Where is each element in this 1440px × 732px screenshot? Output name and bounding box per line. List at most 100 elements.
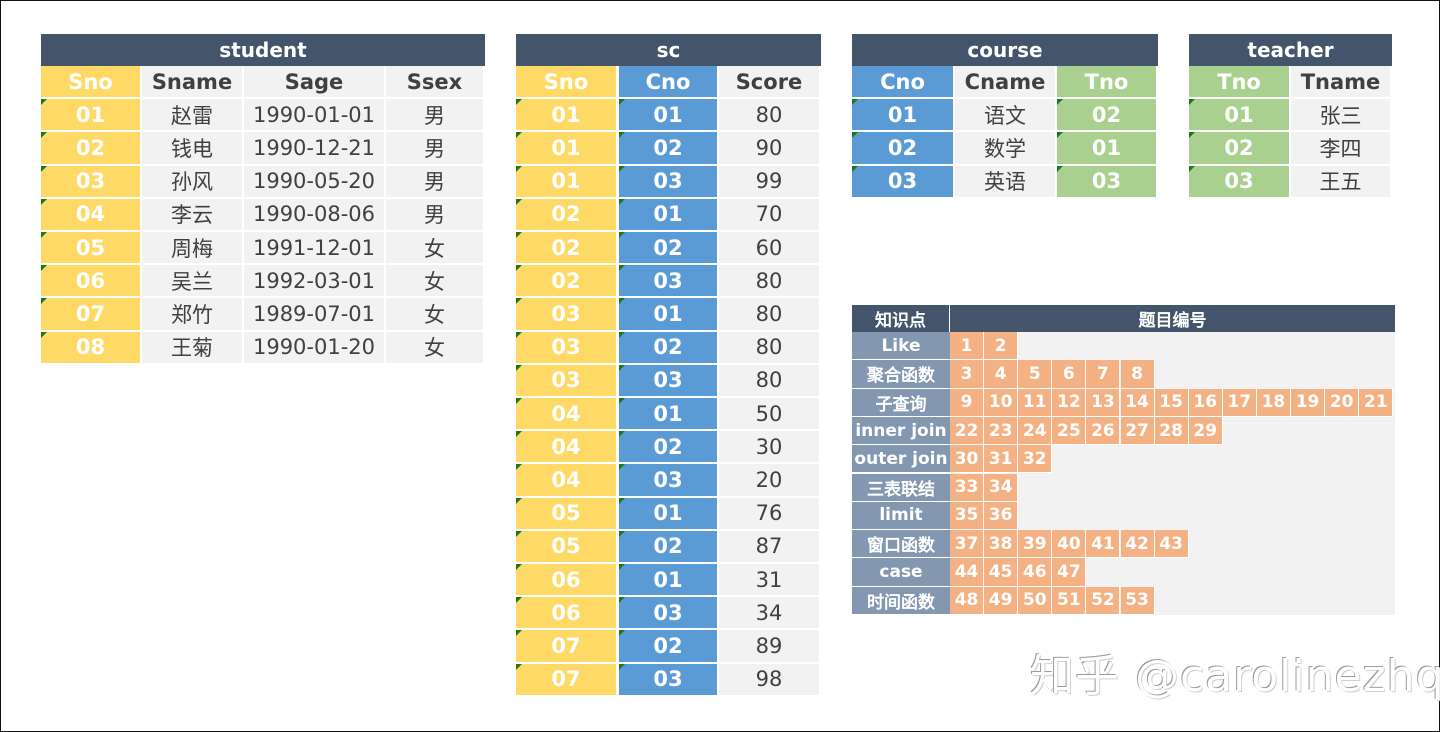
question-number-cell: 12 (1052, 388, 1087, 417)
question-number-cell: 46 (1018, 558, 1053, 587)
question-number-cell: 31 (984, 445, 1019, 474)
question-number-cell: 33 (950, 473, 985, 502)
table-cell: 02 (516, 232, 616, 264)
column-header-sno: Sno (516, 66, 616, 98)
question-number-cell: 3 (950, 360, 985, 389)
table-cell: 80 (719, 99, 819, 131)
table-cell: 03 (41, 165, 140, 197)
question-number-cell: 48 (950, 586, 985, 615)
question-number-cell: 40 (1052, 530, 1087, 559)
table-cell: 英语 (955, 165, 1055, 197)
table-cell: 04 (41, 198, 140, 230)
question-number-cell: 11 (1018, 388, 1053, 417)
topic-label: 三表联结 (852, 473, 950, 502)
table-cell: 01 (619, 497, 717, 529)
question-number-cell: 28 (1154, 416, 1189, 446)
table-cell: 02 (516, 198, 616, 230)
table-cell: 1991-12-01 (244, 232, 384, 264)
table-cell: 王五 (1291, 165, 1390, 197)
table-cell: 1990-12-21 (244, 132, 384, 164)
table-cell: 李四 (1291, 132, 1390, 164)
table-cell: 07 (41, 298, 140, 330)
table-cell: 02 (41, 132, 140, 164)
table-cell: 02 (619, 431, 717, 463)
table-cell: 01 (852, 99, 953, 131)
table-cell: 02 (619, 630, 717, 662)
question-number-cell: 37 (950, 530, 985, 559)
table-cell: 郑竹 (142, 298, 242, 330)
question-number-cell: 52 (1086, 586, 1121, 615)
table-cell: 20 (719, 464, 819, 496)
question-number-cell: 13 (1086, 388, 1121, 417)
topic-label: case (852, 558, 950, 587)
topic-label: 聚合函数 (852, 360, 950, 389)
table-cell: 89 (719, 630, 819, 662)
question-number-cell: 34 (984, 473, 1019, 502)
table-cell: 06 (41, 265, 140, 297)
table-cell: 女 (386, 331, 483, 363)
table-cell: 03 (619, 663, 717, 695)
question-number-cell: 16 (1188, 388, 1223, 417)
question-number-cell: 44 (950, 558, 985, 587)
table-cell: 吴兰 (142, 265, 242, 297)
table-cell: 1990-01-01 (244, 99, 384, 131)
table-cell: 98 (719, 663, 819, 695)
sc-title: sc (516, 34, 821, 66)
table-cell: 03 (852, 165, 953, 197)
question-number-cell: 32 (1018, 445, 1053, 474)
table-cell: 1990-01-20 (244, 331, 384, 363)
topic-label: 窗口函数 (852, 530, 950, 559)
table-cell: 01 (41, 99, 140, 131)
question-number-cell: 43 (1154, 530, 1189, 559)
table-cell: 80 (719, 331, 819, 363)
table-cell: 孙风 (142, 165, 242, 197)
question-number-cell: 51 (1052, 586, 1087, 615)
table-cell: 34 (719, 597, 819, 629)
table-cell: 数学 (955, 132, 1055, 164)
table-cell: 76 (719, 497, 819, 529)
table-cell: 07 (516, 663, 616, 695)
column-header-cno: Cno (619, 66, 717, 98)
question-number-cell: 23 (984, 416, 1019, 446)
table-cell: 1990-05-20 (244, 165, 384, 197)
table-cell: 05 (41, 232, 140, 264)
question-number-cell: 18 (1256, 388, 1291, 417)
question-number-cell: 19 (1291, 388, 1326, 417)
table-cell: 02 (619, 132, 717, 164)
table-cell: 02 (619, 232, 717, 264)
topic-label: 时间函数 (852, 586, 950, 615)
question-number-cell: 15 (1154, 388, 1189, 417)
table-cell: 03 (516, 331, 616, 363)
table-cell: 02 (619, 331, 717, 363)
table-cell: 01 (619, 99, 717, 131)
question-number-cell: 50 (1018, 586, 1053, 615)
watermark: 知乎 @carolinezhq (1030, 651, 1440, 702)
table-cell: 钱电 (142, 132, 242, 164)
table-cell: 03 (1189, 165, 1289, 197)
table-cell: 李云 (142, 198, 242, 230)
question-number-cell: 1 (950, 332, 985, 361)
table-cell: 02 (516, 265, 616, 297)
table-cell: 1992-03-01 (244, 265, 384, 297)
table-cell: 01 (516, 165, 616, 197)
topic-label: 子查询 (852, 388, 950, 417)
table-cell: 02 (619, 530, 717, 562)
table-cell: 06 (516, 564, 616, 596)
question-number-cell: 10 (984, 388, 1019, 417)
question-number-cell: 36 (984, 501, 1019, 531)
table-cell: 01 (1057, 132, 1156, 164)
table-cell: 08 (41, 331, 140, 363)
column-header-cno: Cno (852, 66, 953, 98)
table-cell: 05 (516, 497, 616, 529)
table-cell: 男 (386, 99, 483, 131)
table-cell: 03 (619, 597, 717, 629)
table-cell: 周梅 (142, 232, 242, 264)
question-number-cell: 22 (950, 416, 985, 446)
table-cell: 03 (619, 165, 717, 197)
question-number-cell: 53 (1120, 586, 1155, 615)
column-header-score: Score (719, 66, 819, 98)
table-cell: 01 (1189, 99, 1289, 131)
table-cell: 60 (719, 232, 819, 264)
table-cell: 80 (719, 364, 819, 396)
column-header-sage: Sage (244, 66, 384, 98)
